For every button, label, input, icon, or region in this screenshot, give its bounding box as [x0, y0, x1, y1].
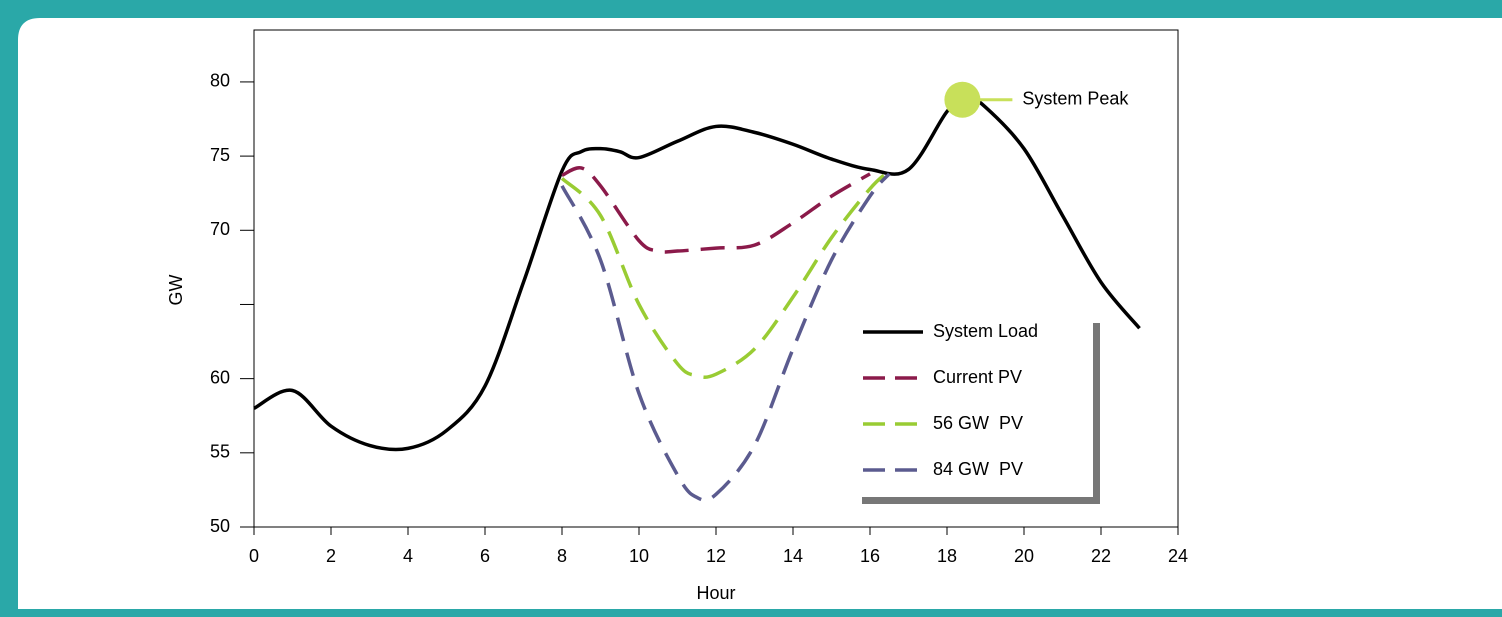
x-tick-label: 22: [1091, 546, 1111, 566]
legend-label: Current PV: [933, 367, 1022, 387]
y-tick-label: 50: [210, 516, 230, 536]
x-axis-label: Hour: [696, 583, 735, 603]
legend-label: 84 GW PV: [933, 459, 1023, 479]
y-tick-label: 55: [210, 442, 230, 462]
annotation: System Peak: [1022, 88, 1129, 108]
x-tick-label: 0: [249, 546, 259, 566]
y-tick-label: 80: [210, 71, 230, 91]
series-line: [561, 166, 871, 254]
x-tick-label: 4: [403, 546, 413, 566]
x-tick-label: 8: [557, 546, 567, 566]
series-line: [560, 172, 891, 503]
y-tick-label: 60: [210, 367, 230, 387]
legend: [855, 316, 1093, 497]
y-axis-label: GW: [166, 274, 186, 305]
x-tick-label: 6: [480, 546, 490, 566]
x-tick-label: 10: [629, 546, 649, 566]
x-tick-label: 24: [1168, 546, 1188, 566]
x-tick-label: 12: [706, 546, 726, 566]
y-tick-label: 70: [210, 219, 230, 239]
annotation-marker: [944, 81, 981, 118]
x-tick-label: 18: [937, 546, 957, 566]
series-line: [560, 169, 891, 379]
y-tick-label: 75: [210, 145, 230, 165]
x-tick-label: 16: [860, 546, 880, 566]
x-tick-label: 20: [1014, 546, 1034, 566]
legend-label: System Load: [933, 321, 1038, 341]
canvas: [18, 18, 1502, 609]
x-tick-label: 14: [783, 546, 803, 566]
x-tick-label: 2: [326, 546, 336, 566]
legend-label: 56 GW PV: [933, 413, 1023, 433]
